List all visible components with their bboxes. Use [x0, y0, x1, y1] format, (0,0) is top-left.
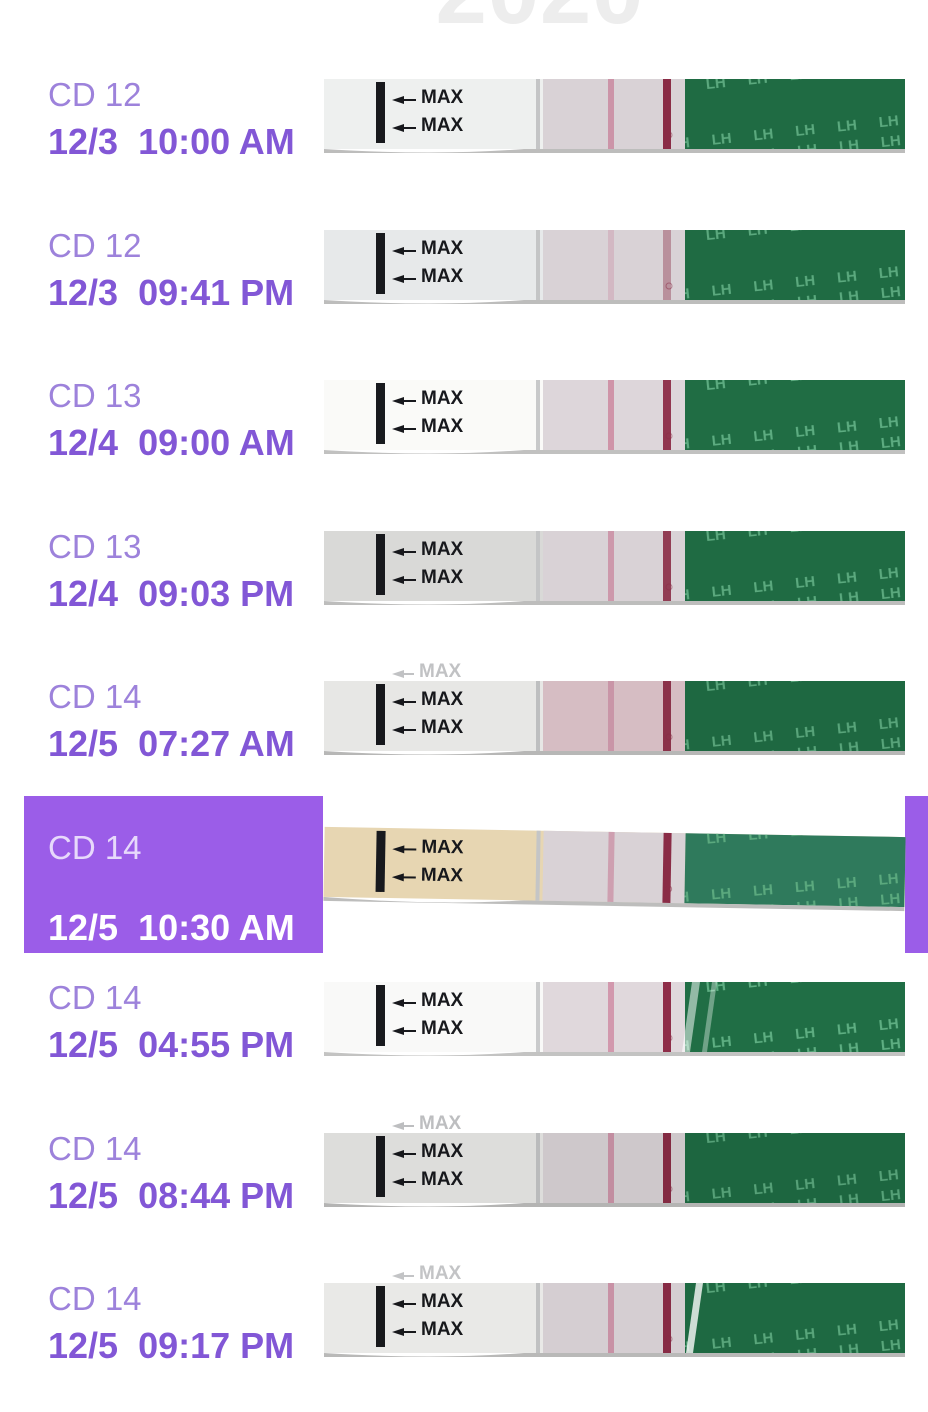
svg-text:MAX: MAX: [421, 539, 464, 560]
svg-text:MAX: MAX: [421, 567, 464, 588]
svg-text:MAX: MAX: [421, 1291, 464, 1312]
svg-text:MAX: MAX: [421, 266, 464, 287]
svg-text:MAX: MAX: [419, 661, 462, 682]
svg-text:MAX: MAX: [421, 115, 464, 136]
svg-text:MAX: MAX: [421, 238, 464, 259]
svg-text:MAX: MAX: [421, 1141, 464, 1162]
svg-text:MAX: MAX: [421, 836, 464, 858]
svg-text:MAX: MAX: [419, 1263, 462, 1284]
svg-text:MAX: MAX: [421, 717, 464, 738]
svg-text:MAX: MAX: [421, 388, 464, 409]
svg-text:MAX: MAX: [419, 1113, 462, 1134]
svg-text:MAX: MAX: [421, 87, 464, 108]
svg-text:MAX: MAX: [421, 1018, 464, 1039]
svg-text:MAX: MAX: [421, 1169, 464, 1190]
svg-text:MAX: MAX: [421, 416, 464, 437]
svg-text:MAX: MAX: [421, 689, 464, 710]
svg-text:MAX: MAX: [421, 1319, 464, 1340]
svg-text:MAX: MAX: [421, 864, 464, 886]
svg-text:MAX: MAX: [421, 990, 464, 1011]
